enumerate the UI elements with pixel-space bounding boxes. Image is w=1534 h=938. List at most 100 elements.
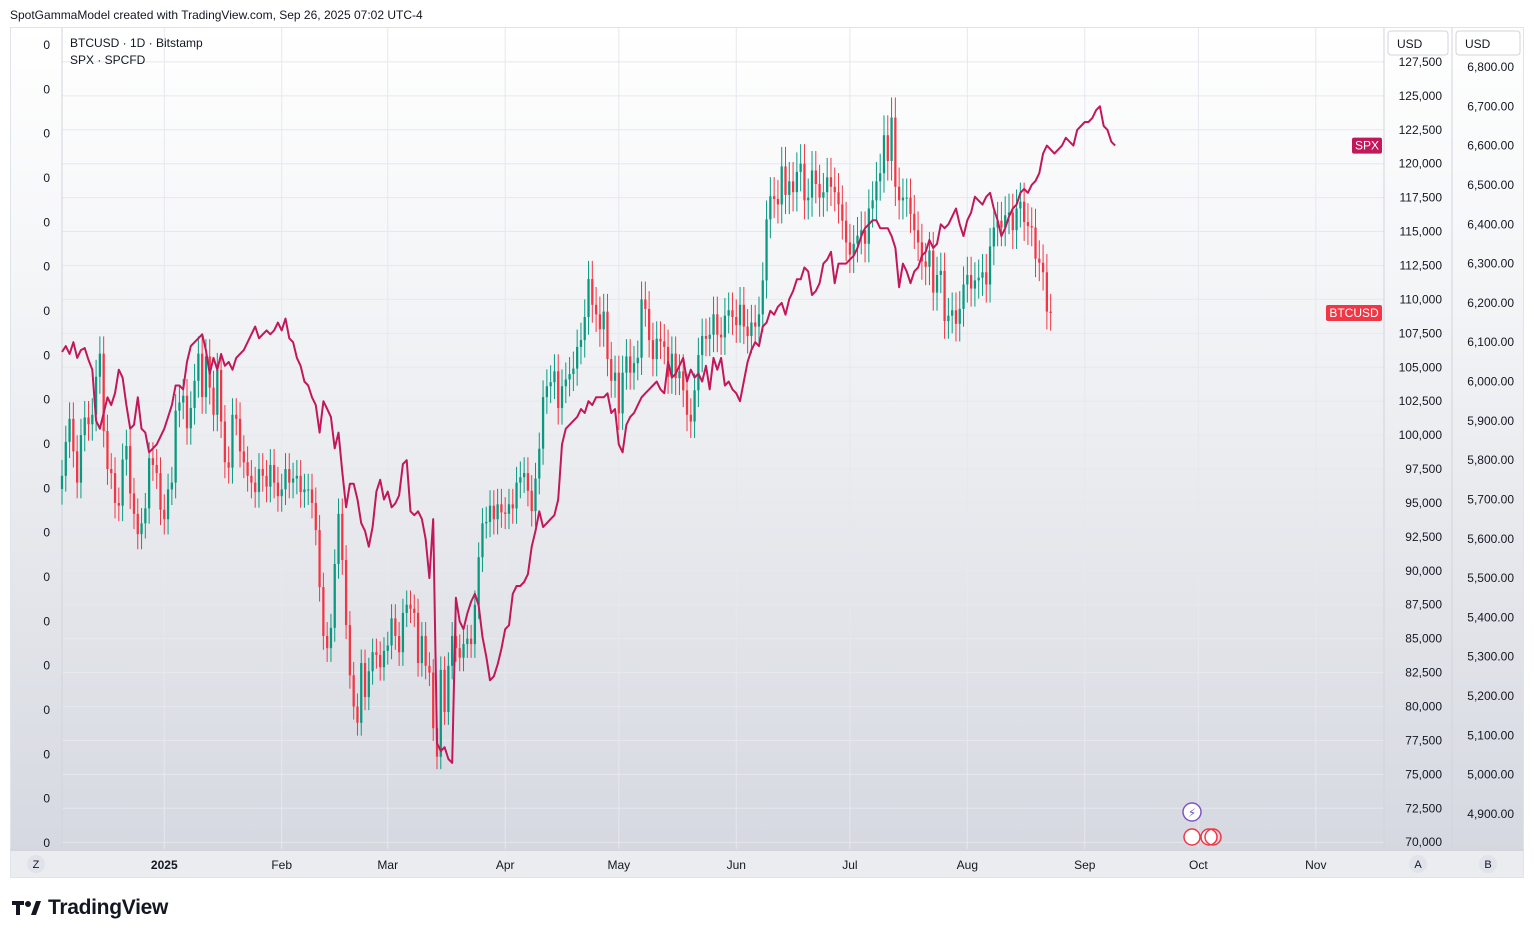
btc-candle [401,612,405,653]
btc-candle [591,279,594,305]
spx-axis-unit-box[interactable] [1455,30,1521,56]
z-button-bg[interactable] [27,855,45,873]
btc-candle [886,135,889,161]
left-axis-tick-label: 0 [43,348,50,362]
btc-candle [844,220,848,243]
spx-axis-tick-label: 6,400.00 [1467,217,1514,231]
left-axis-tick-label: 0 [43,481,50,495]
btc-candle [803,163,806,201]
btc-candle [894,117,897,187]
spx-axis-tick-label: 5,400.00 [1467,610,1514,624]
z-axis-toggle-button[interactable]: Z [33,859,40,871]
btc-candle [242,451,245,463]
btc-candle [371,652,374,672]
btc-candle [473,604,477,645]
btc-candle [860,230,863,236]
btc-price-tag: BTCUSD [1329,306,1379,320]
btc-candle [1038,258,1041,263]
btc-axis-unit-box[interactable] [1387,30,1449,56]
btc-axis-tick-label: 117,500 [1400,191,1443,205]
btc-candle [409,604,412,609]
btc-candle [776,198,780,205]
left-axis-tick-label: 0 [43,747,50,761]
spx-line [61,105,1116,764]
btc-candle [856,235,859,244]
btc-candle [973,280,977,289]
x-axis-tick-label: Jun [727,858,746,872]
btc-candle [773,196,776,199]
btc-candle [326,635,329,649]
auto-scale-button[interactable]: A [1414,859,1422,871]
lightning-event-icon[interactable] [1182,802,1202,822]
us-flag-event-icon-2[interactable] [1200,828,1218,846]
btc-candle [136,513,139,535]
btc-candle [708,334,711,339]
btc-candle [913,213,916,231]
btc-candle [939,270,942,275]
btc-candle [458,648,461,658]
left-axis-tick-label: 0 [43,171,50,185]
us-flag-event-icon[interactable] [1183,828,1201,846]
btc-candle [602,311,605,330]
a-button-bg[interactable] [1409,855,1427,873]
legend-spx[interactable]: SPX · SPCFD [70,53,146,67]
x-axis-tick-label: Aug [957,858,978,872]
btc-candle [102,353,105,432]
btc-candle [1007,212,1011,216]
btc-candle [780,166,783,205]
btc-candle [223,421,227,463]
btc-candle [515,482,518,509]
btc-candle [924,261,927,267]
left-axis-tick-label: 0 [43,82,50,96]
btc-candle [360,663,363,723]
btc-price-tag-bg [1326,304,1382,321]
btc-axis-tick-label: 125,000 [1399,89,1443,103]
btc-candle [201,353,204,398]
btc-candle [837,192,840,205]
btc-candle [147,458,151,509]
btc-candle [621,372,624,414]
btc-axis-tick-label: 70,000 [1405,835,1442,849]
left-axis-tick-label: 0 [43,659,50,673]
btc-candle [651,340,655,360]
btc-candle [443,669,446,712]
btc-candle [882,135,886,174]
btc-candle [541,397,545,449]
btc-candle [1030,226,1033,228]
btc-candle [291,478,295,483]
btc-candle [1004,215,1007,228]
btc-candle [439,669,442,757]
btc-candle [992,227,995,247]
chart-area[interactable] [10,27,1524,878]
btc-candle [841,204,844,221]
btc-candle [689,414,692,422]
left-axis-tick-label: 0 [43,127,50,141]
spx-axis-tick-label: 6,100.00 [1467,335,1514,349]
btc-candle [867,208,870,244]
btc-axis-tick-label: 120,000 [1399,157,1443,171]
spx-axis-tick-label: 6,500.00 [1467,178,1514,192]
btc-candle [526,473,530,491]
btc-axis-tick-label: 75,000 [1405,767,1442,781]
btc-candle [746,326,749,337]
spx-axis-tick-label: 6,800.00 [1467,60,1514,74]
legend-btc[interactable]: BTCUSD · 1D · Bitstamp [70,36,203,50]
spx-price-tag: SPX [1355,139,1379,153]
us-flag-event-icon-3[interactable] [1204,828,1222,846]
b-button-bg[interactable] [1479,855,1497,873]
btc-candle [485,521,488,524]
btc-candle [269,464,272,487]
b-axis-button[interactable]: B [1484,859,1491,871]
btc-candle [678,371,681,379]
btc-candle [909,197,912,214]
lightning-glyph-icon: ⚡ [1188,806,1196,820]
btc-candle [969,274,973,289]
btc-candle [712,314,715,335]
btc-axis-tick-label: 105,000 [1399,360,1443,374]
btc-candle [742,304,745,327]
btc-axis-tick-label: 85,000 [1405,632,1442,646]
btc-candle [318,530,321,588]
tradingview-logo[interactable]: TradingView [12,896,168,920]
spx-axis-tick-label: 6,200.00 [1467,296,1514,310]
